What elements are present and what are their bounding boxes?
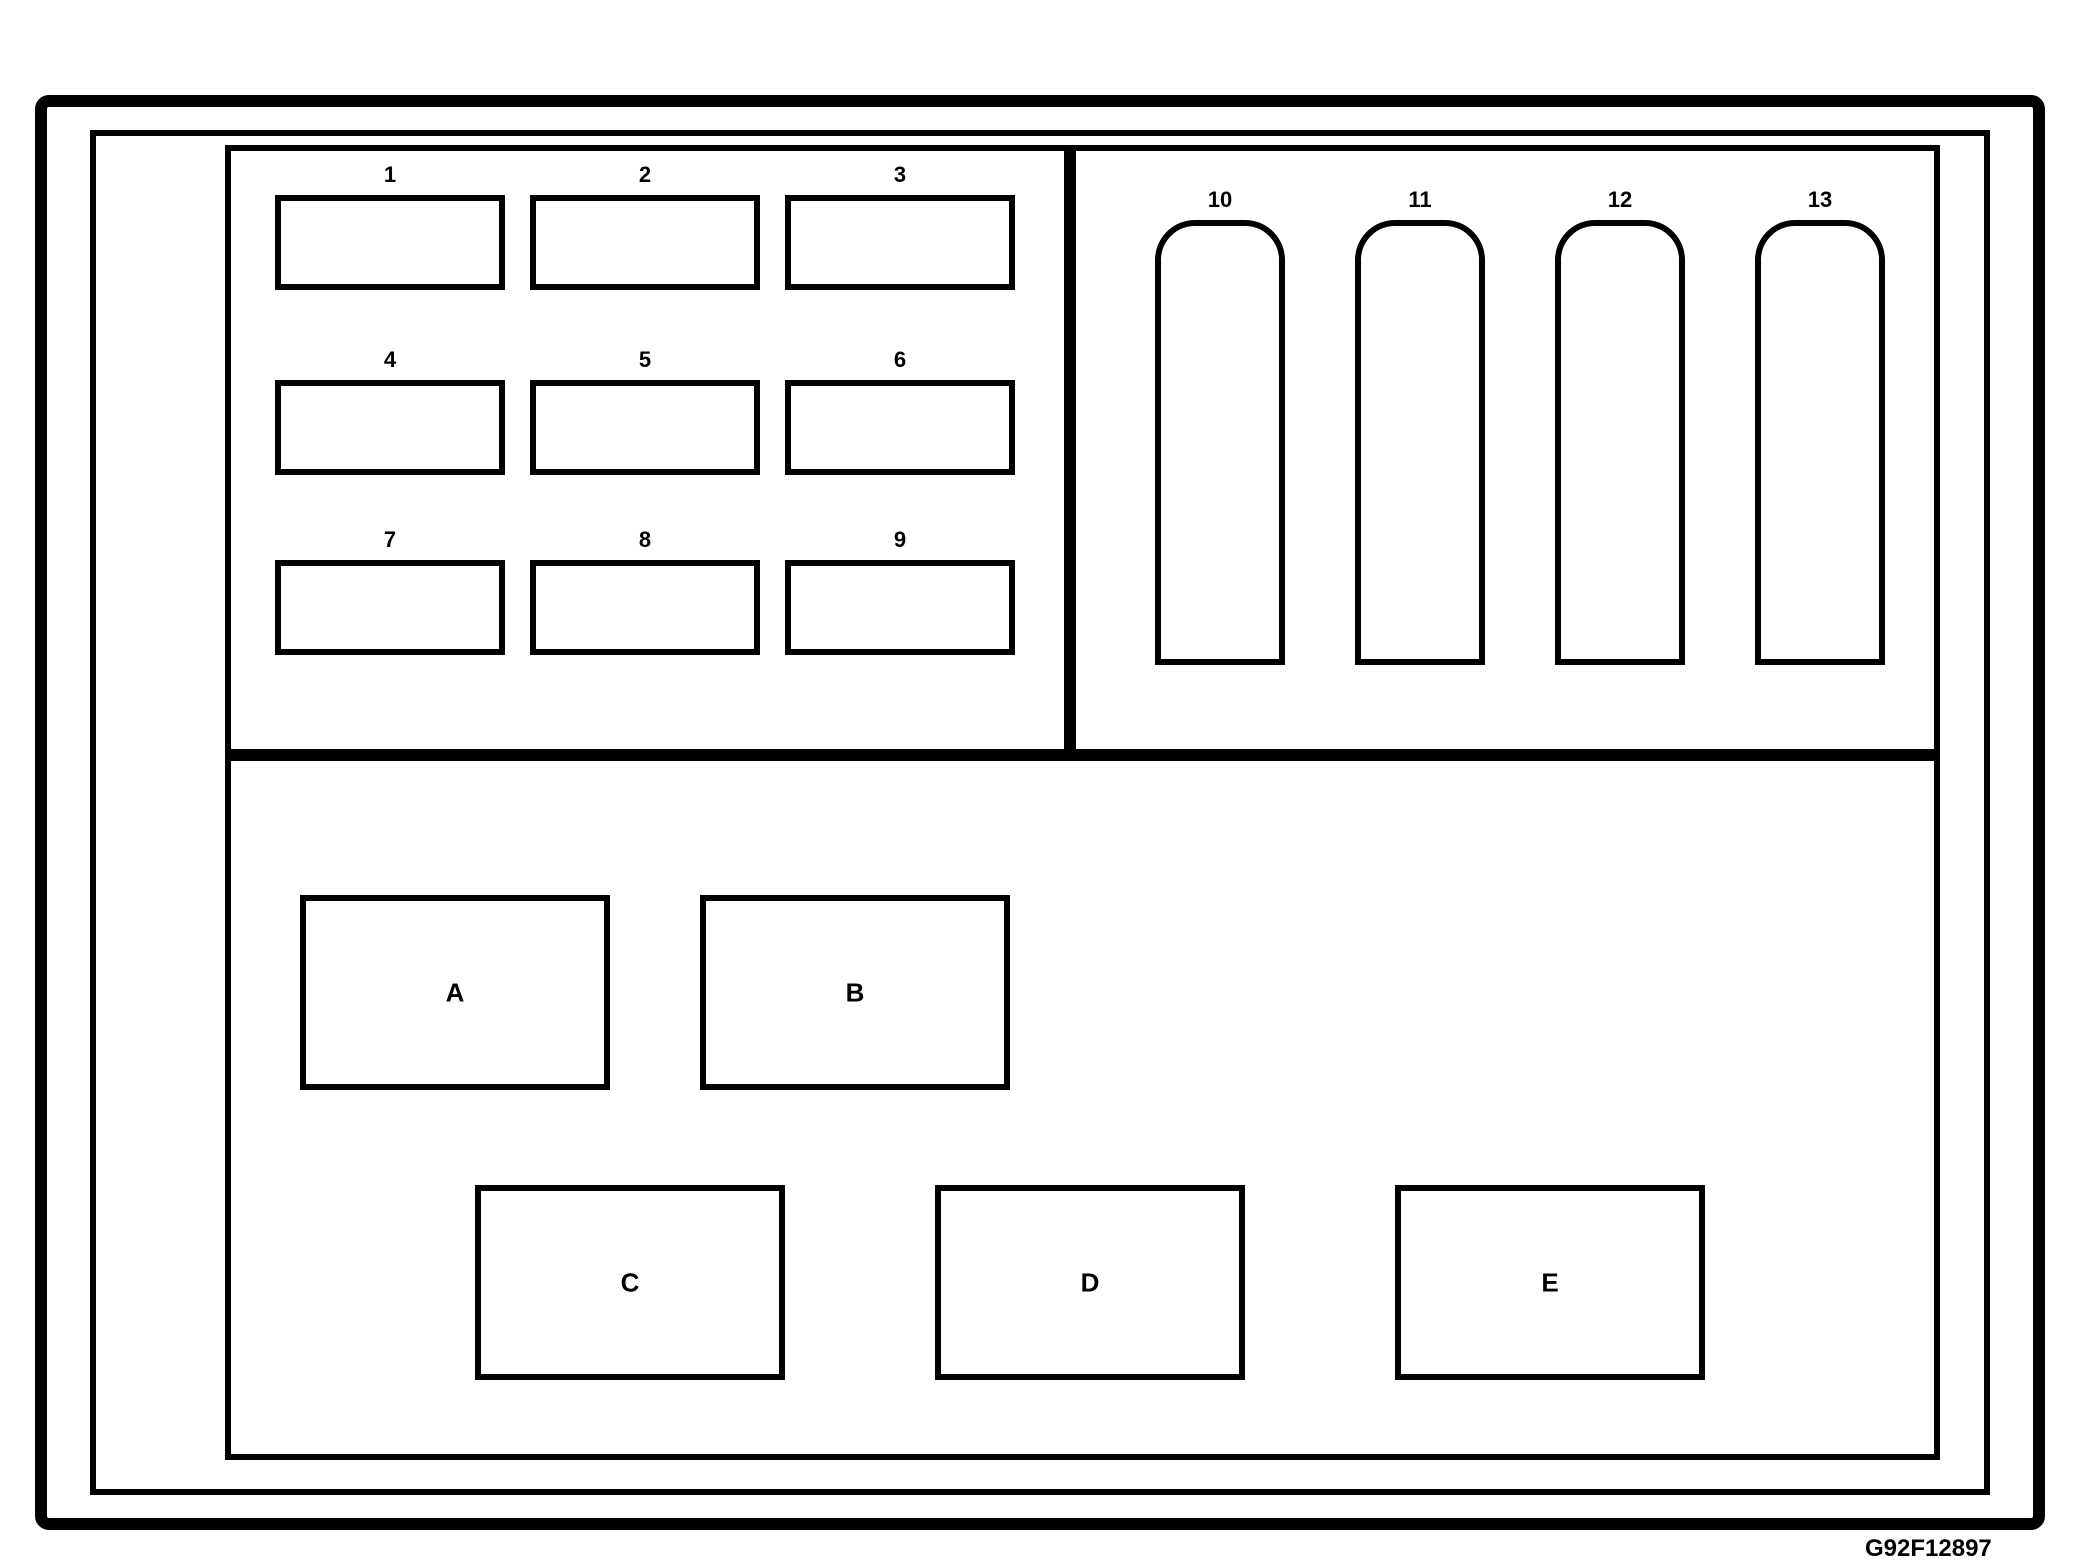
relay-label-d: D: [1081, 1267, 1100, 1298]
fuse-slot-5: [530, 380, 760, 475]
fuse-label-4: 4: [384, 347, 396, 373]
tall-fuse-slot-12: [1555, 220, 1685, 665]
tall-fuse-slot-13: [1755, 220, 1885, 665]
fuse-label-6: 6: [894, 347, 906, 373]
tall-fuse-label-12: 12: [1608, 187, 1632, 213]
fuse-slot-7: [275, 560, 505, 655]
fuse-label-3: 3: [894, 162, 906, 188]
relay-label-a: A: [446, 977, 465, 1008]
fuse-label-5: 5: [639, 347, 651, 373]
fuse-slot-1: [275, 195, 505, 290]
fuse-label-8: 8: [639, 527, 651, 553]
tall-fuse-label-10: 10: [1208, 187, 1232, 213]
fuse-slot-6: [785, 380, 1015, 475]
tall-fuse-slot-11: [1355, 220, 1485, 665]
fuse-label-2: 2: [639, 162, 651, 188]
tall-fuse-label-13: 13: [1808, 187, 1832, 213]
fuse-slot-9: [785, 560, 1015, 655]
tall-fuse-slot-10: [1155, 220, 1285, 665]
fuse-slot-4: [275, 380, 505, 475]
fuse-slot-8: [530, 560, 760, 655]
fuse-slot-2: [530, 195, 760, 290]
figure-id: G92F12897: [1865, 1535, 1992, 1563]
fuse-label-1: 1: [384, 162, 396, 188]
fuse-label-9: 9: [894, 527, 906, 553]
fuse-label-7: 7: [384, 527, 396, 553]
tall-fuse-label-11: 11: [1408, 187, 1431, 213]
relay-label-e: E: [1541, 1267, 1558, 1298]
fuse-slot-3: [785, 195, 1015, 290]
relay-label-c: C: [621, 1267, 640, 1298]
relay-label-b: B: [846, 977, 865, 1008]
